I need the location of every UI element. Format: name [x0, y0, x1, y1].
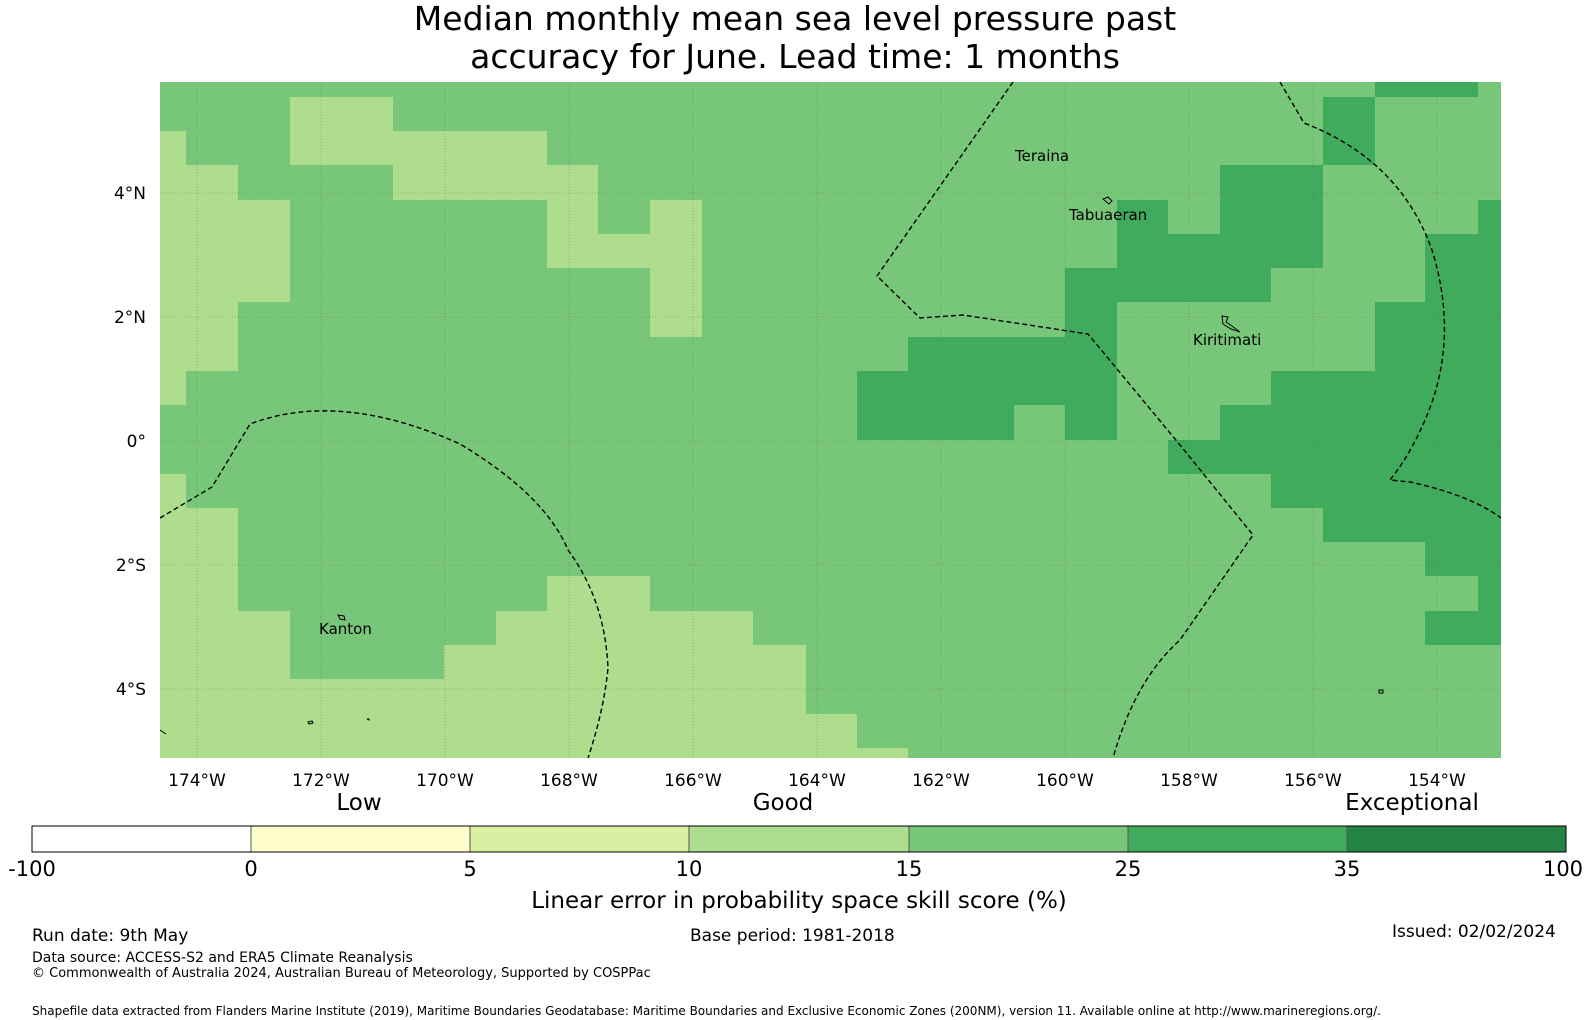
islet [1378, 689, 1384, 694]
island-outlines [160, 196, 1384, 735]
colorbar-tick: 35 [1334, 857, 1361, 881]
colorbar: Low Good Exceptional -100 0 5 10 [8, 790, 1583, 914]
colorbar-tick: 100 [1543, 857, 1583, 881]
category-good: Good [753, 790, 814, 816]
colorbar-categories: Low Good Exceptional [336, 790, 1478, 816]
colorbar-bins [32, 826, 1566, 852]
run-date: Run date: 9th May [32, 926, 189, 946]
colorbar-frame [31, 825, 1567, 853]
longitude-labels: 174°W 172°W 170°W 168°W 166°W 164°W 162°… [168, 771, 1466, 791]
colorbar-bin [32, 826, 251, 852]
lon-label: 158°W [1160, 771, 1218, 791]
lat-label: 4°N [114, 184, 146, 204]
place-label-kanton: Kanton [319, 620, 372, 638]
colorbar-bin [1128, 826, 1347, 852]
place-label-kiritimati: Kiritimati [1193, 331, 1261, 349]
colorbar-bin [909, 826, 1128, 852]
title-line-1: Median monthly mean sea level pressure p… [413, 0, 1177, 38]
lon-label: 154°W [1408, 771, 1466, 791]
colorbar-ticks: -100 0 5 10 15 25 35 100 [8, 857, 1583, 881]
field-dark-regions [857, 82, 1501, 645]
place-labels: Teraina Tabuaeran Kiritimati Kanton [319, 147, 1261, 638]
colorbar-tick: 0 [244, 857, 257, 881]
colorbar-bin [251, 826, 470, 852]
skill-score-field [160, 82, 1501, 758]
kanton-island [337, 614, 346, 621]
colorbar-tick: 25 [1115, 857, 1142, 881]
colorbar-axis-label: Linear error in probability space skill … [531, 888, 1067, 914]
colorbar-tick: 5 [463, 857, 476, 881]
kiritimati-island [1221, 315, 1241, 333]
lat-label: 4°S [116, 680, 146, 700]
field-light-regions [160, 97, 908, 758]
lon-label: 174°W [168, 771, 226, 791]
islet [307, 720, 314, 725]
place-label-teraina: Teraina [1014, 147, 1069, 165]
title-line-2: accuracy for June. Lead time: 1 months [470, 37, 1120, 76]
colorbar-bin [470, 826, 689, 852]
data-source: Data source: ACCESS-S2 and ERA5 Climate … [32, 950, 413, 966]
base-period: Base period: 1981-2018 [690, 926, 895, 946]
latitude-labels: 4°N 2°N 0° 2°S 4°S [114, 184, 146, 700]
lon-label: 156°W [1284, 771, 1342, 791]
category-exceptional: Exceptional [1345, 790, 1479, 816]
issued-date: Issued: 02/02/2024 [1392, 922, 1556, 942]
place-label-tabuaeran: Tabuaeran [1068, 206, 1147, 224]
lon-label: 172°W [292, 771, 350, 791]
lon-label: 170°W [416, 771, 474, 791]
lat-label: 2°S [116, 556, 146, 576]
colorbar-bin [689, 826, 909, 852]
copyright: © Commonwealth of Australia 2024, Austra… [32, 966, 651, 981]
colorbar-bin [1347, 826, 1566, 852]
category-low: Low [336, 790, 381, 816]
colorbar-tick: 15 [896, 857, 923, 881]
islet [160, 729, 167, 735]
islet [366, 718, 370, 721]
lat-label: 0° [127, 432, 146, 452]
colorbar-tick: 10 [676, 857, 703, 881]
lat-label: 2°N [114, 308, 146, 328]
tabuaeran-island [1102, 196, 1113, 205]
lon-label: 160°W [1036, 771, 1094, 791]
lon-label: 166°W [664, 771, 722, 791]
colorbar-tick: -100 [8, 857, 56, 881]
shapefile-credit: Shapefile data extracted from Flanders M… [32, 1004, 1381, 1018]
lon-label: 162°W [912, 771, 970, 791]
chart-title: Median monthly mean sea level pressure p… [0, 0, 1590, 76]
lon-label: 168°W [540, 771, 598, 791]
lon-label: 164°W [788, 771, 846, 791]
colorbar-dividers [250, 826, 1348, 852]
eez-boundaries [160, 82, 1501, 758]
